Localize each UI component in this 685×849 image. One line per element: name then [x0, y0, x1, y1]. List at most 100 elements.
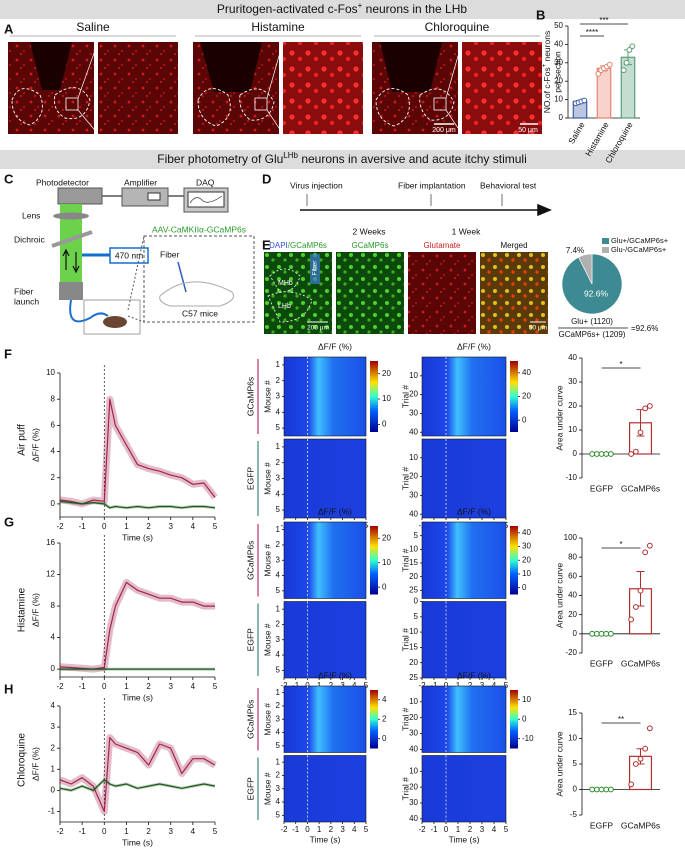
y-axis-label: NO.of c-Fos+ neurons [542, 31, 553, 113]
zoom-line [127, 235, 145, 323]
x-tick-label: 3 [168, 682, 173, 691]
header: Pruritogen-activated c-Fos+ neurons in t… [217, 1, 467, 16]
x-axis-label: Time (s) [122, 837, 153, 847]
y-tick-label: 20 [554, 76, 563, 85]
region-label: LHb [278, 303, 291, 310]
data-point [589, 451, 596, 457]
y-axis-label: ΔF/F (%) [30, 428, 40, 462]
device [121, 187, 169, 207]
x-tick-label: EGFP [590, 658, 613, 668]
colorbar-label: 20 [382, 533, 391, 542]
group-label: EGFP [245, 628, 255, 651]
colorbar-label: 10 [522, 569, 531, 578]
data-point [646, 542, 653, 549]
header-text: Pruritogen-activated c-Fos [217, 2, 358, 16]
y-axis-label: Area under curve [554, 563, 564, 628]
y-tick-label: 4 [276, 571, 281, 580]
colorbar [370, 526, 378, 595]
y-tick-label: 10 [409, 453, 418, 462]
error-band [58, 734, 217, 815]
y-tick-label: 4 [276, 650, 281, 659]
y-tick-label: -20 [565, 648, 577, 657]
colorbar-label: 30 [522, 542, 531, 551]
y-tick-label: 4 [51, 701, 56, 710]
y-tick-label: 2 [276, 771, 281, 780]
y-tick-label: 1 [276, 360, 281, 369]
x-tick-label: 1 [317, 681, 322, 690]
x-tick-label: 1 [317, 825, 322, 834]
y-tick-label: 100 [564, 533, 578, 542]
y-tick-label: 30 [568, 377, 577, 386]
colorbar-label: 10 [382, 558, 391, 567]
group-label: EGFP [245, 777, 255, 800]
y-axis-label: Trial # [400, 777, 410, 801]
scale-label: 200 μm [307, 325, 329, 332]
x-tick-label: -2 [418, 681, 426, 690]
x-tick-label: 4 [191, 682, 196, 691]
y-tick-label: 1 [276, 688, 281, 697]
y-tick-label: 2 [51, 473, 56, 482]
y-tick-label: 5 [276, 810, 281, 819]
light-path [60, 204, 82, 296]
led [109, 247, 149, 264]
y-tick-label: 5 [276, 423, 281, 432]
y-tick-label: 20 [409, 713, 418, 722]
colorbar-label: 20 [522, 392, 531, 401]
colorbar-label: 20 [522, 555, 531, 564]
title-part: DAPI [269, 241, 288, 250]
image [336, 252, 404, 334]
x-tick-label: 4 [191, 522, 196, 531]
y-tick-label: 10 [46, 368, 55, 377]
scale-label: 50 μm [529, 325, 547, 332]
y-axis-label: Trial # [400, 385, 410, 409]
region-outline [267, 268, 313, 323]
ratio-text: GCaMP6s+ (1209) [559, 330, 626, 339]
row-label: Histamine [17, 587, 28, 632]
y-axis-label: Trial # [400, 548, 410, 572]
panel-letter: H [4, 681, 13, 696]
y-tick-label: 0 [559, 113, 564, 122]
panel-letter: E [262, 237, 271, 252]
panel-a: Saline Histamine Chloroquine 200 μm 50 μ… [8, 20, 542, 135]
panel-letter: B [536, 7, 545, 22]
label-part: neurons [542, 31, 552, 64]
cage [83, 299, 141, 335]
x-tick-label: 2 [329, 825, 334, 834]
image-title: Merged [500, 241, 527, 250]
x-tick-label: -2 [280, 681, 288, 690]
y-axis-label: per section [552, 51, 562, 93]
data-point [628, 781, 635, 788]
y-tick-label: 25 [409, 673, 418, 682]
y-tick-label: 10 [568, 734, 577, 743]
data-point [632, 448, 639, 455]
y-tick-label: 40 [409, 744, 418, 753]
heatmap-title: ΔF/F (%) [318, 670, 352, 680]
data-point [646, 725, 653, 732]
heatmap-title: ΔF/F (%) [318, 341, 352, 351]
x-tick-label: 5 [213, 827, 218, 836]
data-point [626, 47, 633, 53]
heatmap-title: ΔF/F (%) [318, 506, 352, 516]
x-tick-label: EGFP [590, 483, 613, 493]
data-point [632, 604, 639, 610]
legend-label: Glu+/GCaMP6s+ [611, 236, 669, 245]
y-tick-label: 4 [51, 633, 56, 642]
x-tick-label: -1 [79, 522, 87, 531]
y-tick-label: 2 [276, 458, 281, 467]
inset-box [254, 97, 268, 111]
image [283, 42, 363, 134]
y-tick-label: 4 [276, 728, 281, 737]
x-tick-label: 2 [146, 827, 151, 836]
y-tick-label: 20 [568, 610, 577, 619]
label-part: NO.of c-Fos [542, 67, 552, 113]
y-tick-label: 10 [409, 371, 418, 380]
y-tick-label: 4 [276, 489, 281, 498]
header-sup: + [358, 1, 363, 10]
x-tick-label: -1 [430, 681, 438, 690]
event-label: Behavioral test [480, 180, 537, 190]
header-sup: LHb [283, 151, 298, 160]
panel-letter: A [4, 21, 14, 36]
y-tick-label: 5 [276, 665, 281, 674]
x-tick-label: 2 [468, 825, 473, 834]
